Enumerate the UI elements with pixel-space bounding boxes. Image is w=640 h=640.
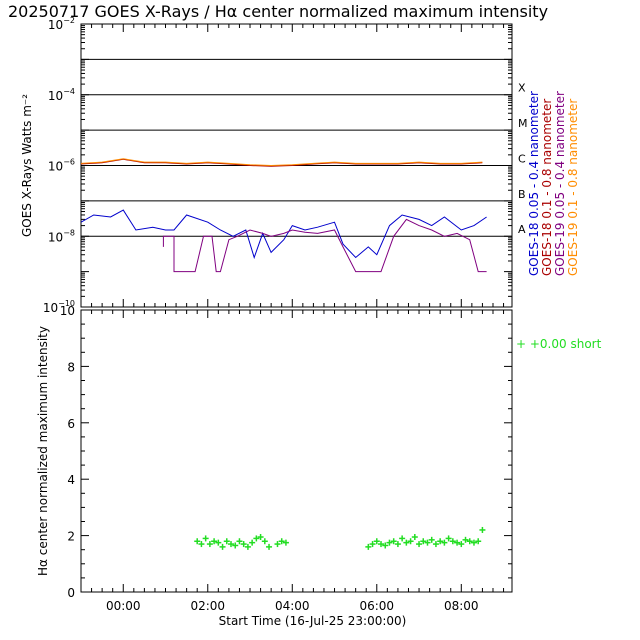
goes-y-tick-label: 10−8 <box>48 228 75 244</box>
halpha-point <box>249 539 256 546</box>
chart-title: 20250717 GOES X-Rays / Hα center normali… <box>8 2 548 21</box>
time-tick-label: 06:00 <box>359 599 394 613</box>
halpha-point <box>202 535 209 542</box>
halpha-point <box>274 541 281 548</box>
goes-series-line <box>81 158 483 167</box>
goes-legend-entry: GOES-18 0.1 - 0.8 nanometer <box>540 99 554 276</box>
halpha-point <box>449 538 456 545</box>
halpha-point <box>228 541 235 548</box>
halpha-point <box>454 539 461 546</box>
flare-class-label: M <box>518 117 528 130</box>
halpha-point <box>407 538 414 545</box>
halpha-y-tick-label: 0 <box>67 586 75 600</box>
halpha-point <box>266 543 273 550</box>
halpha-point <box>420 538 427 545</box>
halpha-point <box>432 541 439 548</box>
goes-y-tick-label: 10−6 <box>48 158 75 174</box>
halpha-point <box>232 542 239 549</box>
time-tick-label: 04:00 <box>275 599 310 613</box>
x-axis-label: Start Time (16-Jul-25 23:00:00) <box>219 614 407 628</box>
halpha-point <box>236 538 243 545</box>
flare-class-label: A <box>518 223 526 236</box>
goes-y-tick-label: 10−10 <box>43 299 75 315</box>
halpha-point <box>194 538 201 545</box>
goes-series-line <box>81 209 487 260</box>
goes-series-line <box>162 218 487 273</box>
halpha-panel-frame <box>80 309 513 593</box>
halpha-point <box>382 542 389 549</box>
halpha-point <box>386 539 393 546</box>
goes-legend-entry: GOES-19 0.1 - 0.8 nanometer <box>566 99 580 276</box>
halpha-point <box>211 538 218 545</box>
halpha-point <box>394 541 401 548</box>
halpha-point <box>369 541 376 548</box>
halpha-y-axis-label: Hα center normalized maximum intensity <box>36 326 50 576</box>
halpha-point <box>219 543 226 550</box>
halpha-legend-entry: + +0.00 short <box>516 337 602 351</box>
flare-class-label: B <box>518 188 526 201</box>
halpha-point <box>399 535 406 542</box>
halpha-point <box>411 534 418 541</box>
halpha-point <box>458 541 465 548</box>
halpha-point <box>416 541 423 548</box>
halpha-point <box>282 539 289 546</box>
halpha-point <box>223 538 230 545</box>
halpha-point <box>428 536 435 543</box>
halpha-point <box>470 539 477 546</box>
goes-y-tick-label: 10−4 <box>48 87 75 103</box>
halpha-point <box>424 539 431 546</box>
goes-series-line <box>81 158 483 167</box>
halpha-point <box>257 534 264 541</box>
halpha-point <box>475 538 482 545</box>
time-tick-label: 00:00 <box>106 599 141 613</box>
halpha-point <box>198 541 205 548</box>
halpha-point <box>206 541 213 548</box>
halpha-point <box>445 535 452 542</box>
halpha-point <box>378 541 385 548</box>
halpha-point <box>365 543 372 550</box>
time-tick-label: 02:00 <box>190 599 225 613</box>
flare-class-label: C <box>518 152 526 165</box>
halpha-y-tick-label: 10 <box>60 304 75 318</box>
flare-class-label: X <box>518 82 526 95</box>
halpha-point <box>437 538 444 545</box>
goes-y-axis-label: GOES X-Rays Watts m⁻² <box>20 94 34 237</box>
halpha-point <box>244 543 251 550</box>
halpha-y-tick-label: 8 <box>67 360 75 374</box>
halpha-point <box>261 538 268 545</box>
goes-y-tick-label: 10−2 <box>48 16 75 32</box>
halpha-point <box>479 526 486 533</box>
halpha-point <box>240 541 247 548</box>
halpha-point <box>462 536 469 543</box>
halpha-point <box>373 538 380 545</box>
halpha-point <box>441 539 448 546</box>
halpha-point <box>466 538 473 545</box>
halpha-point <box>253 535 260 542</box>
halpha-point <box>278 538 285 545</box>
goes-legend-entry: GOES-18 0.05 - 0.4 nanometer <box>527 91 541 276</box>
time-tick-label: 08:00 <box>444 599 479 613</box>
halpha-point <box>215 539 222 546</box>
halpha-y-tick-label: 4 <box>67 473 75 487</box>
halpha-point <box>403 539 410 546</box>
halpha-y-tick-label: 2 <box>67 530 75 544</box>
halpha-point <box>390 538 397 545</box>
halpha-y-tick-label: 6 <box>67 417 75 431</box>
goes-legend-entry: GOES-19 0.05 - 0.4 nanometer <box>553 91 567 276</box>
